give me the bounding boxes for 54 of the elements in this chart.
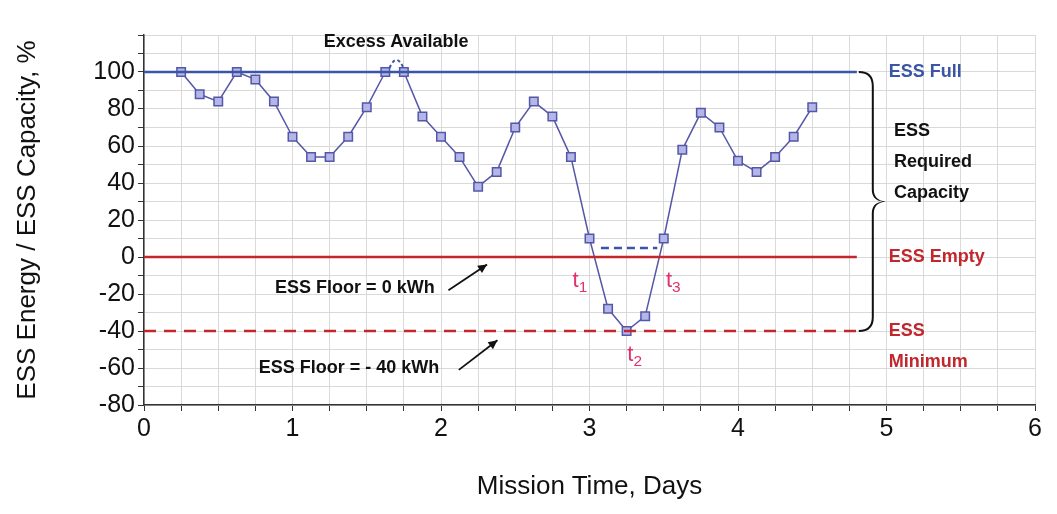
ref-line-label: ESS Minimum (888, 319, 968, 371)
point (751, 166, 762, 177)
x-tick-label: 3 (582, 412, 597, 441)
y-tick-label: 100 (93, 55, 135, 84)
point (510, 122, 521, 133)
x-tick-label: 2 (434, 412, 448, 441)
x-axis-title: Mission Time, Days (476, 469, 703, 500)
annotation: Excess Available (323, 30, 469, 51)
point (213, 96, 224, 107)
point (603, 303, 614, 314)
ref-line-label: ESS Empty (888, 245, 985, 266)
y-tick-label: -20 (98, 277, 135, 306)
point (733, 155, 743, 166)
point (658, 233, 669, 244)
point (268, 96, 279, 107)
point (788, 131, 799, 142)
y-tick-label: 80 (107, 92, 135, 121)
ref-line-label: ESS Full (888, 60, 962, 81)
x-tick-label: 6 (1028, 412, 1042, 441)
annotation: ESS Floor = 0 kWh (275, 277, 435, 298)
point (695, 107, 706, 118)
point (194, 89, 205, 100)
x-tick-label: 1 (285, 412, 300, 441)
point (714, 122, 725, 133)
point (324, 152, 335, 163)
point (417, 111, 428, 122)
point (677, 144, 688, 155)
y-tick-label: 0 (121, 240, 135, 269)
annotation: ESS Floor = - 40 kWh (258, 356, 440, 377)
y-tick-label: -80 (98, 388, 135, 417)
y-tick-label: 20 (107, 203, 135, 232)
y-tick-label: 60 (107, 129, 135, 158)
x-tick-label: 4 (731, 412, 746, 441)
point (250, 74, 261, 85)
point (640, 311, 651, 322)
point (565, 152, 576, 163)
y-tick-label: 40 (107, 166, 135, 195)
point (287, 131, 298, 142)
point (473, 181, 484, 192)
point (361, 102, 372, 113)
point (528, 96, 539, 107)
point (436, 131, 446, 142)
x-tick-label: 5 (879, 412, 894, 441)
point (547, 111, 558, 122)
point (807, 102, 818, 113)
y-axis-title: ESS Energy / ESS Capacity, % (10, 40, 41, 400)
point (343, 131, 354, 142)
point (491, 166, 502, 177)
point (306, 152, 317, 163)
y-tick-label: -60 (98, 351, 135, 380)
y-tick-label: -40 (98, 314, 135, 343)
point (454, 152, 465, 163)
annotation: ESS Required Capacity (893, 120, 972, 203)
point (770, 152, 781, 163)
